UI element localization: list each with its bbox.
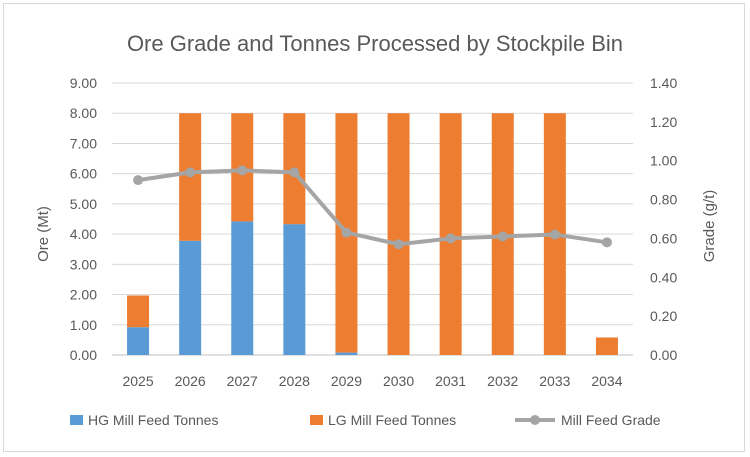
grade-point (237, 165, 248, 176)
bar-hg-mill-feed-tonnes (127, 327, 150, 355)
bar-lg-mill-feed-tonnes (127, 295, 150, 328)
grade-point (601, 237, 612, 248)
y2-axis-ticks: 0.00 0.20 0.40 0.60 0.80 1.00 1.20 1.40 (650, 75, 677, 363)
y-tick-label: 0.00 (70, 347, 97, 363)
x-tick-label: 2025 (122, 373, 153, 389)
legend: HG Mill Feed Tonnes LG Mill Feed Tonnes Mi… (70, 412, 661, 428)
x-tick-label: 2034 (591, 373, 622, 389)
grade-point (549, 229, 560, 240)
bar-lg-mill-feed-tonnes (595, 337, 618, 355)
x-tick-label: 2029 (331, 373, 362, 389)
y2-tick-label: 1.40 (650, 75, 677, 91)
grade-point (133, 175, 144, 186)
bars (127, 113, 618, 355)
grade-line-path (137, 168, 608, 247)
x-tick-label: 2028 (279, 373, 310, 389)
y-tick-label: 5.00 (70, 196, 97, 212)
grade-line (133, 165, 612, 250)
bar-hg-mill-feed-tonnes (231, 221, 254, 355)
x-tick-label: 2033 (539, 373, 570, 389)
y2-tick-label: 0.60 (650, 230, 677, 246)
y2-tick-label: 0.80 (650, 192, 677, 208)
y-tick-label: 3.00 (70, 256, 97, 272)
y-tick-label: 2.00 (70, 287, 97, 303)
grade-point (497, 231, 508, 242)
y-tick-label: 6.00 (70, 166, 97, 182)
y-tick-label: 1.00 (70, 317, 97, 333)
x-tick-label: 2030 (383, 373, 414, 389)
bar-hg-mill-feed-tonnes (283, 224, 306, 355)
chart-title: Ore Grade and Tonnes Processed by Stockp… (127, 31, 623, 56)
x-tick-label: 2032 (487, 373, 518, 389)
grade-point (445, 233, 456, 244)
y-tick-label: 7.00 (70, 135, 97, 151)
grade-point (341, 227, 352, 238)
y2-axis-title: Grade (g/t) (701, 190, 718, 263)
legend-label-hg-mill-feed-tonnes: HG Mill Feed Tonnes (88, 412, 218, 428)
grade-point (185, 167, 196, 178)
x-axis-ticks: 2025 2026 2027 2028 2029 2030 2031 2032 2033 2034 (122, 373, 622, 389)
x-tick-label: 2027 (227, 373, 258, 389)
x-tick-label: 2031 (435, 373, 466, 389)
y2-tick-label: 0.20 (650, 308, 677, 324)
x-tick-label: 2026 (175, 373, 206, 389)
chart-frame (3, 3, 745, 452)
y2-tick-label: 0.40 (650, 269, 677, 285)
y-tick-label: 4.00 (70, 226, 97, 242)
legend-marker-mill-feed-grade (530, 415, 540, 425)
bar-hg-mill-feed-tonnes (179, 240, 202, 355)
bar-lg-mill-feed-tonnes (387, 113, 410, 355)
y-axis-title: Ore (Mt) (35, 206, 52, 262)
y-axis-ticks: 0.00 1.00 2.00 3.00 4.00 5.00 6.00 7.00 8.00 9.00 (70, 75, 97, 363)
legend-swatch-lg-mill-feed-tonnes (310, 415, 323, 425)
y2-tick-label: 0.00 (650, 347, 677, 363)
y2-tick-label: 1.20 (650, 114, 677, 130)
grade-point (289, 167, 300, 178)
y-tick-label: 8.00 (70, 105, 97, 121)
y-tick-label: 9.00 (70, 75, 97, 91)
grade-point (393, 239, 404, 250)
legend-swatch-hg-mill-feed-tonnes (70, 415, 83, 425)
y2-tick-label: 1.00 (650, 153, 677, 169)
legend-label-lg-mill-feed-tonnes: LG Mill Feed Tonnes (328, 412, 456, 428)
legend-label-mill-feed-grade: Mill Feed Grade (561, 412, 661, 428)
bar-hg-mill-feed-tonnes (335, 352, 358, 355)
